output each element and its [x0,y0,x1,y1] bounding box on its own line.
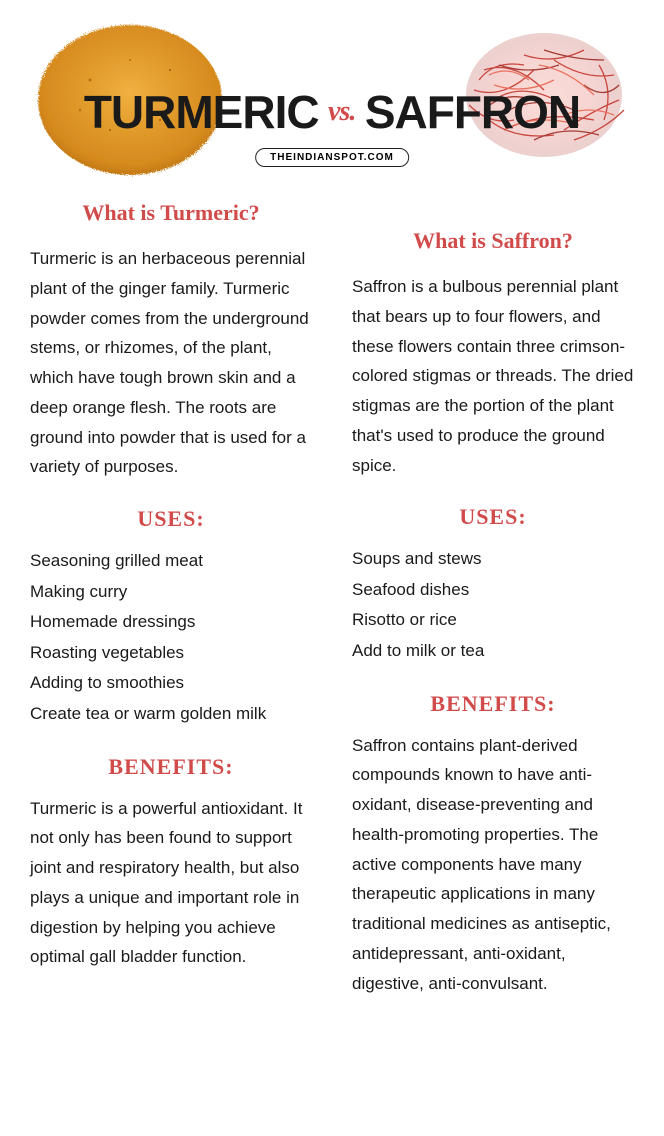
turmeric-benefits-text: Turmeric is a powerful antioxidant. It n… [30,794,312,973]
saffron-benefits-heading: BENEFITS: [352,691,634,717]
saffron-column: What is Saffron? Saffron is a bulbous pe… [352,200,634,998]
what-is-turmeric-heading: What is Turmeric? [30,200,312,226]
list-item: Homemade dressings [30,607,312,638]
turmeric-column: What is Turmeric? Turmeric is an herbace… [30,200,312,998]
header: TURMERIC vs. SAFFRON THEINDIANSPOT.COM [0,0,664,200]
list-item: Making curry [30,577,312,608]
list-item: Add to milk or tea [352,636,634,667]
columns: What is Turmeric? Turmeric is an herbace… [0,200,664,998]
source-badge: THEINDIANSPOT.COM [255,148,409,167]
turmeric-benefits-heading: BENEFITS: [30,754,312,780]
title-turmeric: TURMERIC [84,85,319,139]
list-item: Roasting vegetables [30,638,312,669]
turmeric-uses-heading: USES: [30,506,312,532]
list-item: Soups and stews [352,544,634,575]
title-vs: vs. [328,96,355,128]
list-item: Adding to smoothies [30,668,312,699]
saffron-uses-heading: USES: [352,504,634,530]
list-item: Seasoning grilled meat [30,546,312,577]
what-is-saffron-heading: What is Saffron? [352,228,634,254]
turmeric-uses-list: Seasoning grilled meat Making curry Home… [30,546,312,730]
list-item: Risotto or rice [352,605,634,636]
list-item: Create tea or warm golden milk [30,699,312,730]
turmeric-description: Turmeric is an herbaceous perennial plan… [30,244,312,482]
saffron-description: Saffron is a bulbous perennial plant tha… [352,272,634,480]
saffron-benefits-text: Saffron contains plant-derived compounds… [352,731,634,999]
list-item: Seafood dishes [352,575,634,606]
title-row: TURMERIC vs. SAFFRON [0,85,664,139]
title-saffron: SAFFRON [365,85,580,139]
saffron-uses-list: Soups and stews Seafood dishes Risotto o… [352,544,634,666]
